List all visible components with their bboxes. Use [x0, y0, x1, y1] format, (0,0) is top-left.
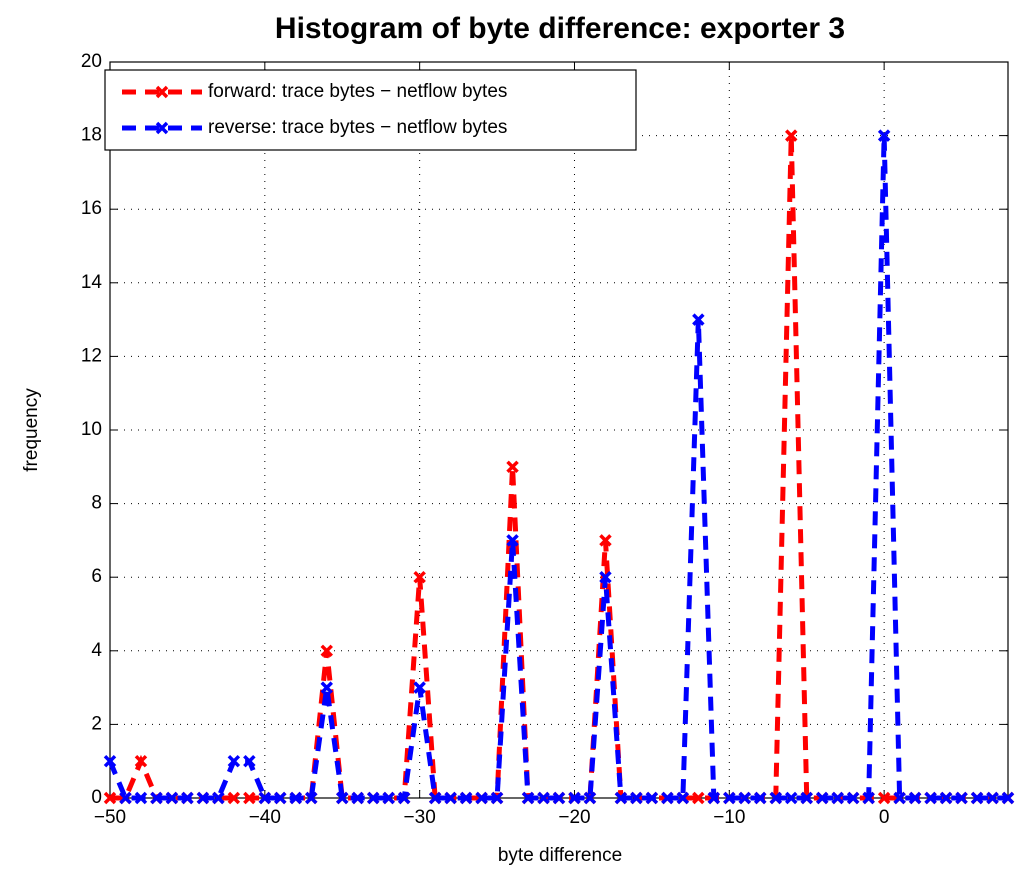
marker: [754, 791, 767, 805]
marker: [413, 570, 426, 584]
x-tick-label: −20: [558, 807, 590, 828]
x-axis-label: byte difference: [498, 845, 622, 866]
marker: [692, 313, 705, 326]
y-tick-label: 4: [91, 640, 102, 661]
marker: [692, 791, 705, 805]
marker: [134, 791, 148, 805]
marker: [955, 791, 968, 805]
marker: [103, 754, 117, 768]
marker: [939, 791, 953, 805]
marker: [831, 791, 844, 805]
marker: [893, 791, 906, 805]
marker: [846, 791, 860, 805]
marker: [815, 791, 829, 805]
marker: [521, 791, 535, 805]
marker: [630, 791, 643, 805]
legend-label: forward: trace bytes − netflow bytes: [208, 81, 507, 102]
marker: [490, 791, 504, 805]
x-tick-label: 0: [879, 807, 890, 828]
marker: [320, 681, 333, 694]
marker: [397, 791, 411, 805]
marker: [738, 791, 752, 805]
legend-label: reverse: trace bytes − netflow bytes: [208, 117, 507, 138]
legend-marker: [155, 121, 169, 135]
series-line: [107, 135, 1008, 801]
marker: [336, 791, 349, 805]
y-tick-label: 14: [81, 272, 103, 293]
marker: [119, 791, 132, 805]
marker: [181, 791, 194, 805]
marker: [723, 791, 736, 805]
marker: [785, 129, 798, 142]
marker: [908, 791, 922, 805]
y-tick-label: 0: [91, 787, 102, 808]
marker: [289, 791, 303, 805]
y-axis-label: frequency: [21, 388, 42, 472]
y-tick-label: 6: [91, 566, 102, 587]
x-tick-label: −30: [404, 807, 436, 828]
marker: [382, 791, 395, 805]
marker: [103, 791, 117, 805]
marker: [661, 791, 674, 805]
marker: [274, 791, 287, 805]
marker: [769, 791, 782, 805]
marker: [459, 791, 473, 805]
marker: [366, 791, 380, 805]
marker: [986, 791, 999, 805]
marker: [320, 644, 333, 658]
y-tick-label: 8: [91, 493, 102, 514]
x-tick-label: −10: [713, 807, 745, 828]
marker: [243, 754, 256, 768]
marker: [413, 681, 426, 694]
legend-marker: [155, 85, 169, 99]
marker: [475, 791, 488, 805]
marker: [924, 791, 937, 805]
marker: [428, 791, 442, 805]
marker: [645, 791, 659, 805]
legend-box: [104, 69, 637, 151]
marker: [351, 791, 364, 805]
y-tick-label: 10: [81, 419, 102, 440]
marker: [537, 791, 550, 805]
marker: [552, 791, 566, 805]
marker: [568, 791, 581, 805]
marker: [583, 791, 597, 805]
marker: [614, 791, 628, 805]
marker: [599, 570, 612, 584]
marker: [676, 791, 690, 805]
marker: [599, 534, 612, 547]
x-tick-label: −40: [249, 807, 281, 828]
x-tick-label: −50: [94, 807, 126, 828]
marker: [227, 754, 241, 768]
marker: [862, 791, 875, 805]
y-tick-label: 20: [81, 51, 102, 72]
marker: [877, 129, 891, 142]
chart-title: Histogram of byte difference: exporter 3: [275, 12, 845, 45]
y-tick-label: 2: [91, 713, 102, 734]
marker: [785, 791, 798, 805]
marker: [1001, 791, 1015, 805]
marker: [506, 460, 519, 474]
marker: [212, 791, 225, 805]
marker: [243, 791, 256, 805]
marker: [258, 791, 272, 805]
marker: [800, 791, 813, 805]
marker: [150, 791, 163, 805]
marker: [165, 791, 179, 805]
marker: [305, 791, 318, 805]
marker: [707, 791, 721, 805]
marker: [970, 791, 984, 805]
y-tick-label: 18: [81, 125, 102, 146]
y-tick-label: 16: [81, 198, 102, 219]
marker: [227, 791, 241, 805]
marker: [506, 534, 519, 547]
marker: [444, 791, 457, 805]
marker: [134, 754, 148, 768]
marker: [877, 791, 891, 805]
y-tick-label: 12: [81, 345, 102, 366]
marker: [196, 791, 210, 805]
